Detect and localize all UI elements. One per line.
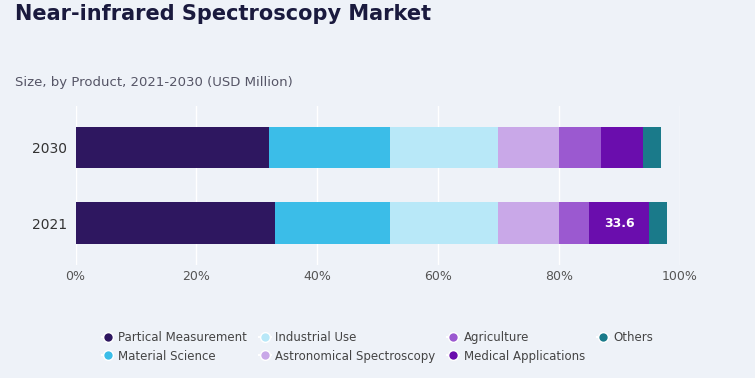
Bar bbox=[269, 127, 390, 168]
Bar bbox=[601, 127, 643, 168]
Legend: Partical Measurement, Material Science, Industrial Use, Astronomical Spectroscop: Partical Measurement, Material Science, … bbox=[102, 331, 653, 363]
Bar bbox=[498, 127, 559, 168]
Bar bbox=[649, 202, 667, 244]
Bar bbox=[76, 202, 275, 244]
Bar bbox=[76, 127, 269, 168]
Bar bbox=[390, 127, 498, 168]
Bar bbox=[559, 202, 589, 244]
Bar bbox=[275, 202, 390, 244]
Bar bbox=[589, 202, 649, 244]
Bar bbox=[390, 202, 498, 244]
Text: Size, by Product, 2021-2030 (USD Million): Size, by Product, 2021-2030 (USD Million… bbox=[15, 76, 293, 88]
Bar bbox=[498, 202, 559, 244]
Bar bbox=[559, 127, 601, 168]
Bar bbox=[643, 127, 661, 168]
Text: 33.6: 33.6 bbox=[604, 217, 634, 229]
Text: Near-infrared Spectroscopy Market: Near-infrared Spectroscopy Market bbox=[15, 4, 431, 24]
